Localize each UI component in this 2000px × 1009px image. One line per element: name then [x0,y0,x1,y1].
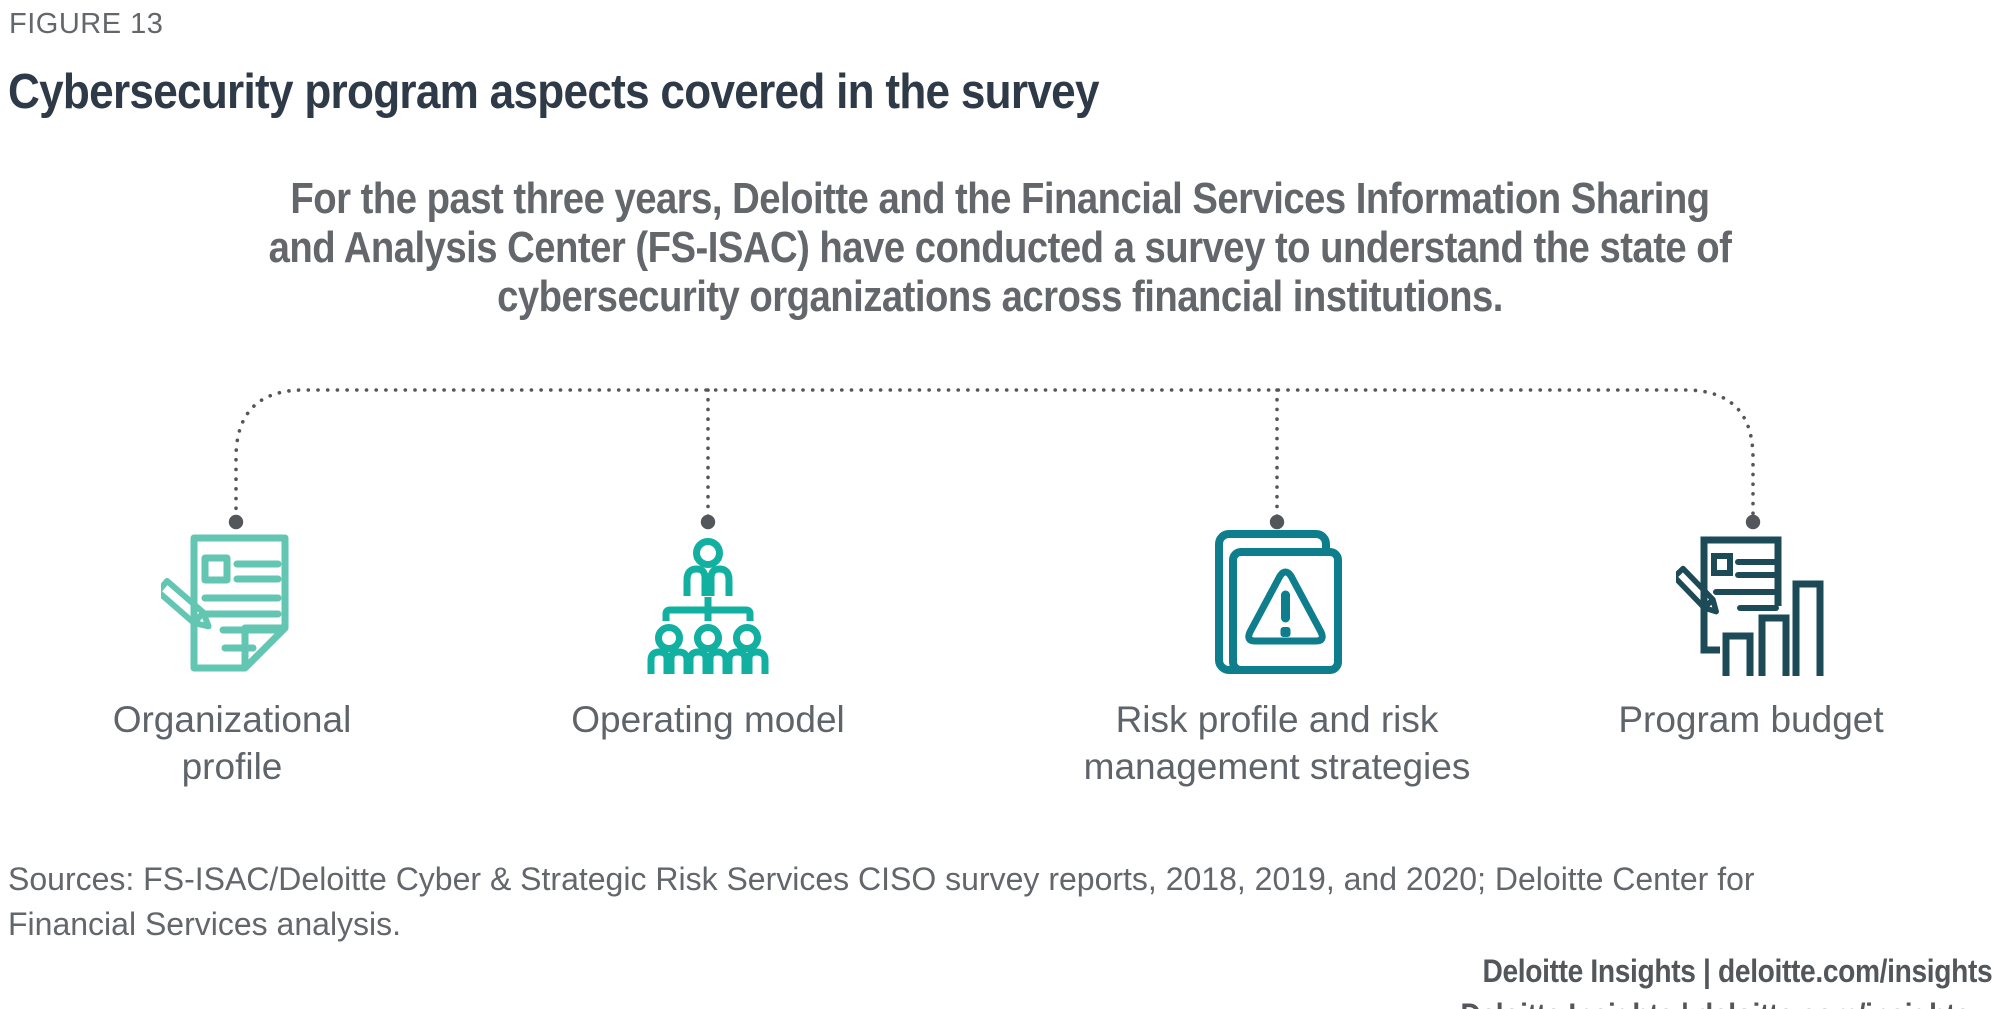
figure-title: Cybersecurity program aspects covered in… [8,65,1099,119]
deloitte-insights-footer-link[interactable]: Deloitte Insights | deloitte.com/insight… [1482,953,1992,989]
risk-alert-book-icon [1215,530,1342,674]
aspect-icon-box-4 [1671,528,1826,678]
intro-line-3: cybersecurity organizations across finan… [497,272,1503,321]
dotted-connector [228,388,1761,530]
org-chart-icon [647,538,769,674]
aspect-icon-box-3 [1202,528,1352,678]
aspect-label-organizational-profile: Organizational profile [112,699,352,787]
connector-outer-path [234,388,1755,520]
sources-line-2: Financial Services analysis. [8,906,402,942]
aspect-label-program-budget: Program budget [1618,699,1884,740]
aspect-label-operating-model: Operating model [571,699,845,740]
aspect-label-risk-profile: Risk profile and risk management strateg… [1083,699,1471,787]
intro-line-1: For the past three years, Deloitte and t… [290,174,1710,223]
sources-note: Sources: FS-ISAC/Deloitte Cyber & Strate… [8,857,1755,947]
cutoff-footer-text: Deloitte Insights | deloitte.com/insight… [1460,1000,1970,1009]
aspect-icon-box-1 [154,528,311,678]
sources-line-1: Sources: FS-ISAC/Deloitte Cyber & Strate… [8,861,1755,897]
budget-bars-icon [1671,536,1824,676]
intro-line-2: and Analysis Center (FS-ISAC) have condu… [268,223,1732,272]
connector-end-dot [1269,514,1285,530]
document-pencil-icon [154,534,289,672]
intro-text: For the past three years, Deloitte and t… [130,174,1870,321]
aspect-icon-box-2 [633,528,783,678]
figure-number: FIGURE 13 [9,8,164,40]
connector-end-dot [700,514,716,530]
connector-end-dot [1745,514,1761,530]
connector-end-dot [228,514,244,530]
